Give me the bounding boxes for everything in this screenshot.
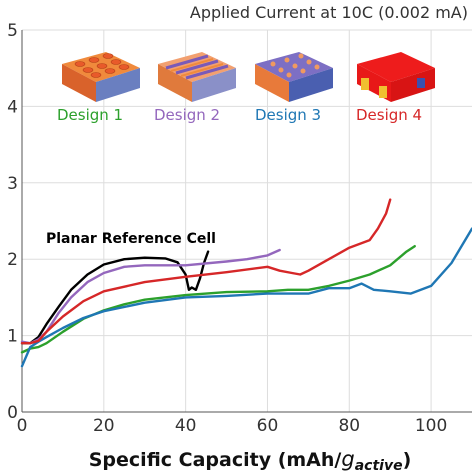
legend-label-design-3: Design 3 [255,106,321,124]
series-line-design-4 [20,198,392,345]
tick-labels: 0 20 40 60 80 100 0 1 2 3 4 5 [7,21,447,436]
y-tick-label-2: 2 [7,250,18,270]
y-tick-label-0: 0 [7,403,18,423]
x-tick-label-2: 40 [175,416,197,436]
x-axis-label-subscript: active [355,458,403,474]
pillar-array-icon [62,52,140,102]
y-tick-label-3: 3 [7,174,18,194]
x-tick-label-1: 20 [93,416,115,436]
series-line-design-1 [20,244,416,354]
interdigitated-plates-icon [158,52,236,102]
pore-lattice-icon [255,52,333,102]
x-tick-label-5: 100 [415,416,447,436]
annotation-planar-reference-cell: Planar Reference Cell [46,231,216,247]
x-axis-label-main: Specific Capacity (mAh/ [89,449,342,471]
layered-block-icon [357,52,435,102]
legend-label-design-4: Design 4 [356,106,422,124]
x-tick-label-4: 80 [338,416,360,436]
x-axis-label: Specific Capacity (mAh/gactive) [89,447,412,474]
y-tick-label-5: 5 [7,21,18,41]
y-tick-label-4: 4 [7,97,18,117]
legend: Design 1 Design 2 Design 3 Design 4 [57,52,435,124]
legend-label-design-1: Design 1 [57,106,123,124]
x-tick-label-0: 0 [17,416,28,436]
x-tick-label-3: 60 [257,416,279,436]
y-tick-label-1: 1 [7,327,18,347]
axis-frame [21,30,472,413]
x-axis-label-variable: g [341,447,354,471]
x-axis-label-close: ) [403,449,412,471]
legend-label-design-2: Design 2 [154,106,220,124]
chart-title: Applied Current at 10C (0.002 mA) [190,3,468,22]
series-line-design-3 [20,227,472,368]
series-line-planar-reference-cell [20,250,210,345]
series-group [20,198,472,368]
